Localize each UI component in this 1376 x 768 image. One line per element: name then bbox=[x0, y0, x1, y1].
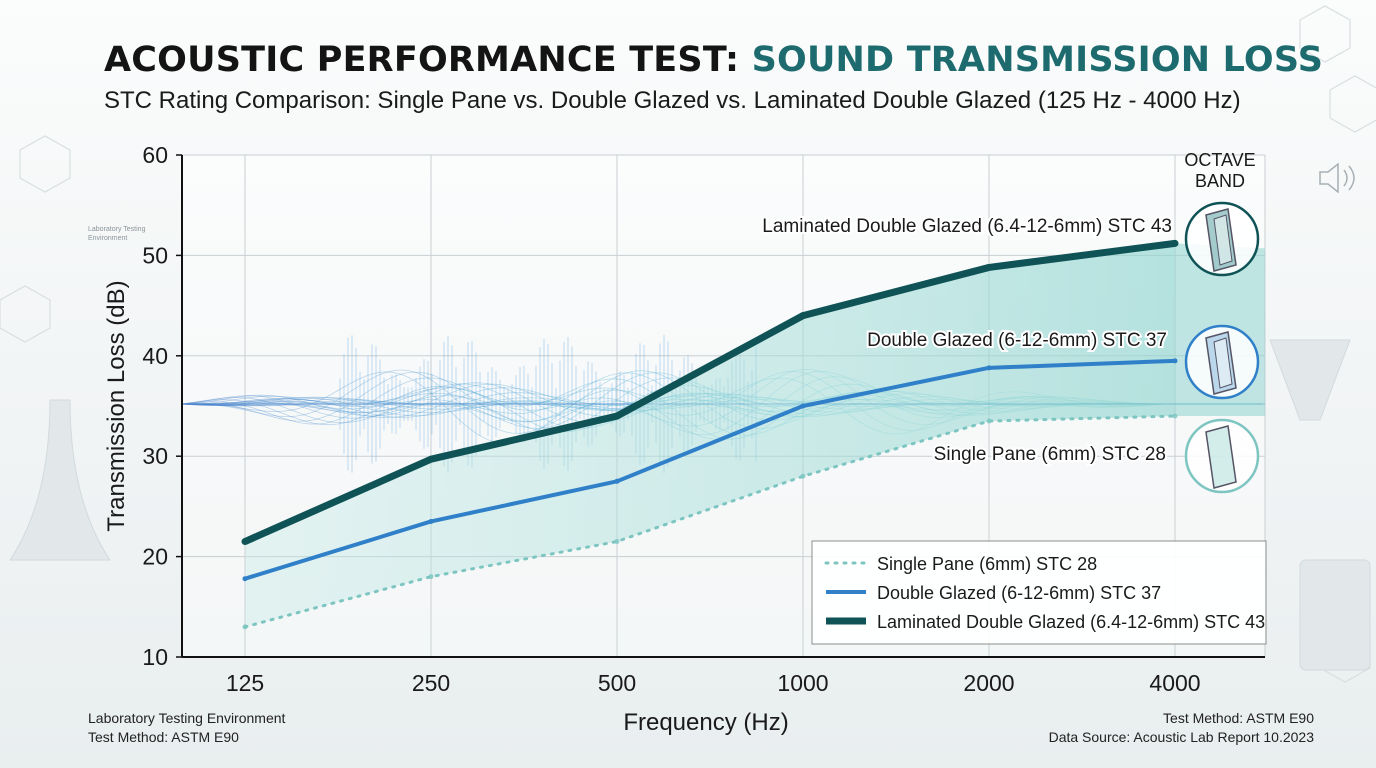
data-point-double bbox=[986, 365, 992, 371]
series-line-laminated bbox=[243, 239, 1176, 545]
speaker-icon bbox=[1319, 162, 1355, 194]
data-point-laminated bbox=[799, 312, 807, 320]
y-axis-label: Transmission Loss (dB) bbox=[103, 280, 130, 531]
series-line-single bbox=[243, 414, 1177, 629]
x-tick-label: 1000 bbox=[777, 670, 828, 696]
octave-label-line2: BAND bbox=[1194, 171, 1245, 191]
footer-right-line1: Test Method: ASTM E90 bbox=[1163, 710, 1314, 726]
y-tick-label: 20 bbox=[142, 544, 168, 570]
data-point-single bbox=[800, 473, 806, 479]
y-tick-label: 50 bbox=[142, 242, 168, 268]
data-point-single bbox=[1172, 413, 1178, 419]
double-glass-icon bbox=[1184, 324, 1260, 400]
single-glass-icon bbox=[1184, 418, 1260, 494]
footer-right: Test Method: ASTM E90 Data Source: Acous… bbox=[1049, 709, 1314, 747]
data-point-laminated bbox=[427, 455, 435, 463]
data-point-double bbox=[242, 576, 248, 582]
laminated-glass-icon bbox=[1184, 201, 1260, 277]
data-point-single bbox=[242, 624, 248, 630]
data-point-double bbox=[428, 518, 434, 524]
footer-left-line2: Test Method: ASTM E90 bbox=[88, 729, 239, 745]
x-tick-label: 500 bbox=[598, 670, 636, 696]
data-point-double bbox=[1172, 358, 1178, 364]
series-annotation: Single Pane (6mm) STC 28 bbox=[934, 444, 1166, 465]
side-note: Laboratory Testing Environment bbox=[88, 226, 146, 242]
data-point-laminated bbox=[241, 538, 249, 546]
data-point-double bbox=[800, 403, 806, 409]
x-tick-label: 250 bbox=[412, 670, 450, 696]
footer-left-line1: Laboratory Testing Environment bbox=[88, 710, 286, 726]
x-tick-label: 4000 bbox=[1149, 670, 1200, 696]
data-point-laminated bbox=[1171, 239, 1179, 247]
data-point-double bbox=[614, 478, 620, 484]
data-point-single bbox=[428, 574, 434, 580]
footer-left: Laboratory Testing Environment Test Meth… bbox=[88, 709, 285, 747]
y-tick-label: 30 bbox=[142, 443, 168, 469]
series-annotation: Double Glazed (6-12-6mm) STC 37 bbox=[867, 330, 1167, 351]
legend-label: Double Glazed (6-12-6mm) STC 37 bbox=[877, 583, 1161, 603]
series-line-double bbox=[244, 358, 1176, 581]
page-title: ACOUSTIC PERFORMANCE TEST: SOUND TRANSMI… bbox=[104, 38, 1336, 82]
x-tick-label: 2000 bbox=[963, 670, 1014, 696]
data-point-single bbox=[986, 418, 992, 424]
title-part-main: ACOUSTIC PERFORMANCE TEST: bbox=[104, 40, 752, 80]
octave-band-label: OCTAVE BAND bbox=[1184, 150, 1256, 192]
footer-right-line2: Data Source: Acoustic Lab Report 10.2023 bbox=[1048, 729, 1314, 745]
data-point-laminated bbox=[985, 263, 993, 271]
data-point-single bbox=[614, 539, 620, 545]
y-tick-label: 40 bbox=[142, 343, 168, 369]
title-part-accent: SOUND TRANSMISSION LOSS bbox=[751, 40, 1324, 80]
x-tick-label: 125 bbox=[226, 670, 264, 696]
y-tick-label: 10 bbox=[142, 644, 168, 670]
area-fill-between-series bbox=[245, 243, 1175, 627]
x-axis-label: Frequency (Hz) bbox=[623, 709, 788, 736]
page-subtitle: STC Rating Comparison: Single Pane vs. D… bbox=[104, 87, 1241, 114]
octave-label-line1: OCTAVE bbox=[1184, 150, 1256, 170]
legend-label: Laminated Double Glazed (6.4-12-6mm) STC… bbox=[877, 612, 1265, 632]
series-annotation: Laminated Double Glazed (6.4-12-6mm) STC… bbox=[762, 216, 1172, 237]
y-tick-label: 60 bbox=[142, 142, 168, 168]
legend-box bbox=[811, 540, 1267, 645]
legend-label: Single Pane (6mm) STC 28 bbox=[877, 554, 1097, 574]
data-point-laminated bbox=[613, 412, 621, 420]
